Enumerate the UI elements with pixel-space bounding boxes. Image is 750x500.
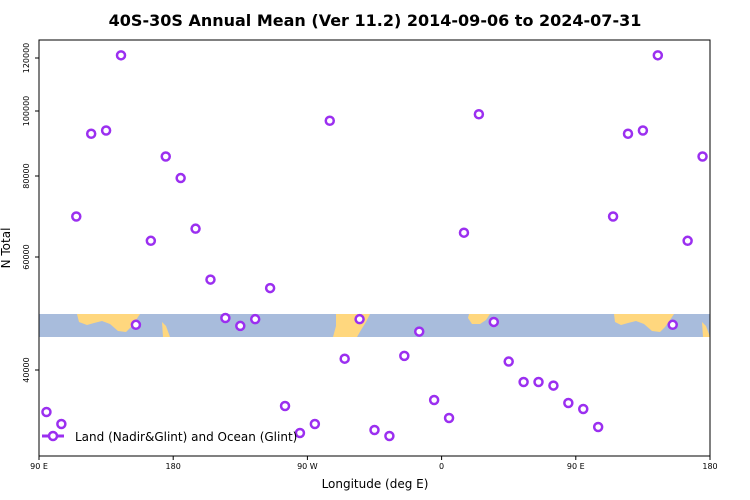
data-point xyxy=(548,380,559,391)
data-point xyxy=(264,282,276,294)
data-point xyxy=(384,430,395,442)
data-point xyxy=(503,356,514,367)
data-point xyxy=(563,397,574,409)
land-australia xyxy=(77,314,140,332)
data-point xyxy=(607,211,619,222)
data-point xyxy=(324,115,336,126)
data-point xyxy=(697,151,708,162)
x-tick-label: 90 E xyxy=(567,462,585,471)
data-point xyxy=(190,223,201,234)
data-point xyxy=(428,394,440,406)
data-point xyxy=(56,418,67,430)
data-point xyxy=(518,376,529,388)
data-point xyxy=(294,427,306,439)
data-point xyxy=(458,227,470,238)
data-point xyxy=(249,313,261,325)
data-point xyxy=(637,125,649,136)
legend-label: Land (Nadir&Glint) and Ocean (Glint) xyxy=(75,430,297,444)
data-point xyxy=(473,109,485,120)
data-point xyxy=(622,128,634,139)
data-series xyxy=(41,50,708,442)
x-tick-label: 0 xyxy=(439,462,444,471)
x-axis: 90 E 180 90 W 0 90 E 180 xyxy=(30,456,718,471)
ocean-band xyxy=(39,314,710,337)
y-tick-label: 60000 xyxy=(22,244,31,269)
data-point xyxy=(339,353,350,364)
data-point xyxy=(413,326,425,337)
data-point xyxy=(488,316,500,328)
x-tick-label: 90 E xyxy=(30,462,48,471)
data-point xyxy=(652,50,664,61)
data-point xyxy=(235,320,246,332)
y-tick-label: 120000 xyxy=(22,43,31,74)
data-point xyxy=(667,319,678,331)
legend-marker xyxy=(47,430,59,442)
data-point xyxy=(443,412,455,424)
data-point xyxy=(578,403,589,415)
y-tick-label: 100000 xyxy=(22,96,31,127)
x-axis-label: Longitude (deg E) xyxy=(322,477,429,491)
data-point xyxy=(85,128,97,139)
y-tick-label: 80000 xyxy=(22,163,31,188)
x-tick-label: 90 W xyxy=(297,462,318,471)
data-point xyxy=(309,418,321,430)
x-tick-label: 180 xyxy=(702,462,717,471)
land-tasmania-nz-2 xyxy=(702,322,710,337)
data-point xyxy=(130,319,142,331)
data-point xyxy=(41,406,52,418)
data-point xyxy=(592,421,604,433)
data-point xyxy=(175,172,186,184)
x-tick-label: 180 xyxy=(166,462,181,471)
y-axis: 40000 60000 80000 100000 120000 xyxy=(22,43,39,383)
data-point xyxy=(279,400,291,412)
land-africa xyxy=(468,314,490,324)
chart-title: 40S-30S Annual Mean (Ver 11.2) 2014-09-0… xyxy=(109,11,642,30)
y-axis-label: N Total xyxy=(0,228,13,269)
data-point xyxy=(682,235,693,247)
data-point xyxy=(533,376,544,388)
legend: Land (Nadir&Glint) and Ocean (Glint) xyxy=(42,430,297,444)
data-point xyxy=(354,313,365,325)
data-point xyxy=(399,350,410,362)
land-tasmania-nz xyxy=(162,322,170,337)
land-australia-2 xyxy=(614,314,674,332)
plot-frame xyxy=(38,39,711,457)
data-point xyxy=(205,274,216,285)
data-point xyxy=(160,151,171,162)
data-point xyxy=(145,235,157,247)
data-point xyxy=(100,125,112,136)
data-point xyxy=(220,312,231,324)
y-tick-label: 40000 xyxy=(22,357,31,382)
data-point xyxy=(115,50,127,61)
data-point xyxy=(369,424,380,436)
data-point xyxy=(71,211,82,222)
